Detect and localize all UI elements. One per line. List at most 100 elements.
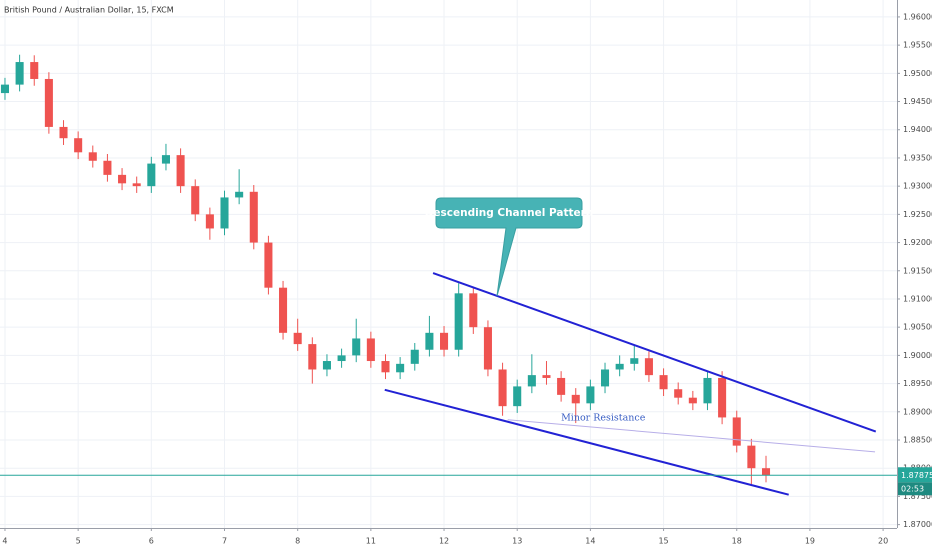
- y-tick-label: 1.94000: [903, 125, 932, 134]
- x-tick-label: 20: [878, 537, 888, 546]
- candle-body: [308, 344, 317, 370]
- candle-body: [630, 358, 639, 364]
- price-label-box: [898, 467, 932, 483]
- candle-body: [337, 355, 346, 362]
- candle-body: [366, 338, 375, 362]
- x-tick-label: 12: [439, 537, 449, 546]
- y-tick-label: 1.89000: [903, 407, 932, 416]
- price-labels: 1.87875 02:53: [898, 467, 932, 496]
- candle-body: [747, 445, 756, 469]
- y-tick-label: 1.96000: [903, 12, 932, 21]
- candle-body: [15, 62, 24, 85]
- candle-body: [732, 417, 741, 446]
- y-tick-label: 1.92500: [903, 210, 932, 219]
- y-tick-label: 1.87000: [903, 520, 932, 529]
- x-tick-label: 8: [295, 537, 300, 546]
- candle-body: [513, 386, 522, 407]
- y-tick-label: 1.95000: [903, 69, 932, 78]
- y-tick-label: 1.89500: [903, 379, 932, 388]
- candle-body: [761, 468, 771, 476]
- y-tick-label: 1.87500: [903, 492, 932, 501]
- candle-body: [191, 186, 200, 215]
- candle-body: [205, 214, 214, 229]
- chart-title: British Pound / Australian Dollar, 15, F…: [4, 6, 174, 15]
- x-tick-label: 18: [732, 537, 742, 546]
- x-tick-label: 14: [585, 537, 595, 546]
- candle-body: [88, 152, 97, 161]
- candle-body: [352, 338, 361, 356]
- candle-body: [674, 389, 683, 398]
- candle-body: [425, 332, 434, 350]
- x-tick-label: 7: [222, 537, 227, 546]
- candle-body: [322, 361, 331, 370]
- y-tick-label: 1.94500: [903, 97, 932, 106]
- trendline: [507, 419, 876, 453]
- trendline: [432, 272, 877, 433]
- candle-body: [454, 293, 463, 350]
- y-tick-label: 1.93000: [903, 182, 932, 191]
- x-tick-label: 19: [805, 537, 815, 546]
- y-tick-label: 1.91500: [903, 266, 932, 275]
- price-label: 1.87875: [901, 471, 932, 480]
- y-tick-label: 1.91000: [903, 294, 932, 303]
- candle-body: [147, 163, 156, 187]
- candle-body: [498, 369, 507, 407]
- y-tick-label: 1.88500: [903, 436, 932, 445]
- grid: [0, 0, 897, 528]
- candle-body: [59, 126, 68, 139]
- candle-body: [688, 397, 697, 404]
- candle-body: [279, 287, 288, 333]
- candle-body: [571, 394, 580, 404]
- x-tick-label: 11: [366, 537, 376, 546]
- candle-body: [410, 349, 419, 364]
- candle-body: [615, 363, 624, 370]
- candle-body: [718, 377, 727, 418]
- callout-box: [435, 197, 583, 297]
- candle-body: [703, 377, 712, 404]
- callout: Descending Channel Pattern: [425, 197, 593, 297]
- candle-body: [440, 332, 449, 350]
- x-tick-label: 4: [2, 537, 7, 546]
- trendline: [384, 388, 789, 496]
- y-tick-label: 1.90000: [903, 351, 932, 360]
- candle-body: [220, 197, 229, 229]
- y-tick-label: 1.90500: [903, 323, 932, 332]
- candle-body: [118, 174, 127, 184]
- candle-body: [249, 191, 258, 243]
- candle-body: [0, 84, 10, 94]
- candle-body: [601, 369, 610, 387]
- candle-body: [659, 375, 668, 390]
- countdown-box: [898, 482, 932, 496]
- candle-body: [527, 375, 536, 387]
- candle-body: [103, 160, 112, 175]
- candle-body: [264, 242, 273, 288]
- x-tick-label: 6: [149, 537, 154, 546]
- candle-body: [396, 363, 405, 373]
- candle-body: [483, 327, 492, 370]
- plot: Minor Resistance: [0, 54, 897, 496]
- y-tick-label: 1.93500: [903, 153, 932, 162]
- countdown: 02:53: [901, 484, 924, 493]
- candle-body: [235, 191, 244, 198]
- candle-body: [176, 155, 185, 187]
- x-tick-label: 5: [76, 537, 81, 546]
- candle-body: [30, 62, 39, 79]
- candle-body: [586, 386, 595, 404]
- y-tick-label: 1.95500: [903, 41, 932, 50]
- candle-body: [293, 332, 302, 345]
- x-tick-label: 13: [512, 537, 522, 546]
- y-tick-label: 1.92000: [903, 238, 932, 247]
- x-tick-label: 15: [658, 537, 668, 546]
- trendline-label: Minor Resistance: [561, 413, 646, 424]
- candle-body: [557, 377, 566, 395]
- candle-body: [381, 361, 390, 373]
- candle-body: [74, 138, 83, 153]
- candle-body: [542, 375, 551, 378]
- candle-body: [469, 293, 478, 328]
- candle-body: [161, 155, 170, 164]
- candle-body: [644, 358, 653, 376]
- candle-body: [132, 183, 141, 187]
- candle-body: [44, 78, 53, 127]
